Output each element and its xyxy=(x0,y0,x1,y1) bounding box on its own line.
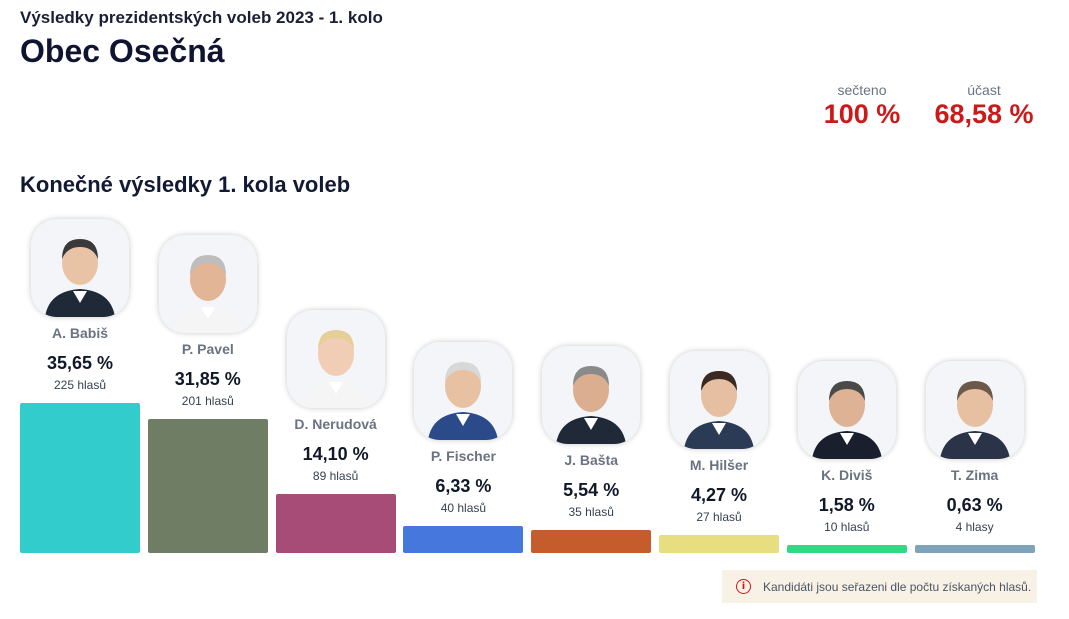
candidate-percentage: 31,85 % xyxy=(174,369,241,390)
result-bar xyxy=(914,545,1035,553)
candidate-column: M. Hilšer 4,27 % 27 hlasů xyxy=(659,0,779,619)
page-title: Obec Osečná xyxy=(20,33,225,69)
candidate-name: P. Pavel xyxy=(181,341,234,358)
candidate-photo-icon xyxy=(286,309,385,408)
counted-value: 100 % xyxy=(823,99,901,129)
candidate-percentage: 1,58 % xyxy=(818,495,875,515)
candidate-name: D. Nerudová xyxy=(294,415,377,432)
candidate-column: D. Nerudová 14,10 % 89 hlasů xyxy=(275,0,396,619)
candidate-percentage: 5,54 % xyxy=(563,479,620,500)
candidate-votes: 4 hlasy xyxy=(955,520,994,534)
candidate-column: T. Zima 0,63 % 4 hlasy xyxy=(914,0,1035,619)
candidate-votes: 40 hlasů xyxy=(440,501,487,516)
candidate-column: J. Bašta 5,54 % 35 hlasů xyxy=(531,0,652,619)
candidate-photo-icon xyxy=(670,351,768,450)
candidate-votes: 201 hlasů xyxy=(181,394,234,409)
candidate-name: T. Zima xyxy=(950,467,999,483)
candidate-percentage: 6,33 % xyxy=(435,476,492,497)
candidate-photo-icon xyxy=(158,235,257,334)
sort-note-text: Kandidáti jsou seřazeni dle počtu získan… xyxy=(763,579,1032,594)
candidate-photo-icon xyxy=(31,219,129,318)
candidate-percentage: 0,63 % xyxy=(946,495,1003,515)
candidate-votes: 89 hlasů xyxy=(312,468,359,483)
section-title: Konečné výsledky 1. kola voleb xyxy=(20,172,351,197)
counted-stat: sečteno 100 % xyxy=(818,82,906,130)
counted-label: sečteno xyxy=(837,82,887,98)
candidate-photo-icon xyxy=(925,361,1024,459)
info-icon: i xyxy=(736,579,751,594)
result-bar xyxy=(275,493,396,553)
candidate-column: P. Fischer 6,33 % 40 hlasů xyxy=(403,0,524,619)
turnout-stat: účast 68,58 % xyxy=(926,82,1042,130)
candidate-votes: 225 hlasů xyxy=(53,378,107,393)
candidate-name: M. Hilšer xyxy=(689,457,749,474)
candidate-votes: 10 hlasů xyxy=(824,520,870,534)
candidate-votes: 35 hlasů xyxy=(568,504,614,519)
candidate-photo-icon xyxy=(797,361,896,459)
candidate-name: A. Babiš xyxy=(51,325,108,342)
page-subtitle: Výsledky prezidentských voleb 2023 - 1. … xyxy=(20,8,383,27)
candidate-column: K. Diviš 1,58 % 10 hlasů xyxy=(786,0,907,619)
result-bar xyxy=(786,545,907,553)
candidate-photo-icon xyxy=(414,342,513,441)
sort-note: i Kandidáti jsou seřazeni dle počtu získ… xyxy=(722,570,1037,603)
candidate-percentage: 4,27 % xyxy=(690,485,748,506)
result-bar xyxy=(147,419,268,553)
candidate-column: A. Babiš 35,65 % 225 hlasů xyxy=(20,0,140,619)
candidate-percentage: 35,65 % xyxy=(46,353,114,374)
candidate-votes: 27 hlasů xyxy=(696,510,742,525)
candidate-name: K. Diviš xyxy=(821,467,873,483)
candidate-name: P. Fischer xyxy=(430,448,496,465)
candidate-photo-icon xyxy=(542,345,641,444)
candidate-percentage: 14,10 % xyxy=(302,443,369,464)
candidate-column: P. Pavel 31,85 % 201 hlasů xyxy=(147,0,268,619)
result-bar xyxy=(659,535,779,553)
result-bar xyxy=(403,526,524,553)
result-bar xyxy=(531,529,652,553)
result-bar xyxy=(20,403,140,553)
candidate-name: J. Bašta xyxy=(564,451,619,468)
turnout-label: účast xyxy=(967,82,1001,98)
turnout-value: 68,58 % xyxy=(934,99,1034,129)
